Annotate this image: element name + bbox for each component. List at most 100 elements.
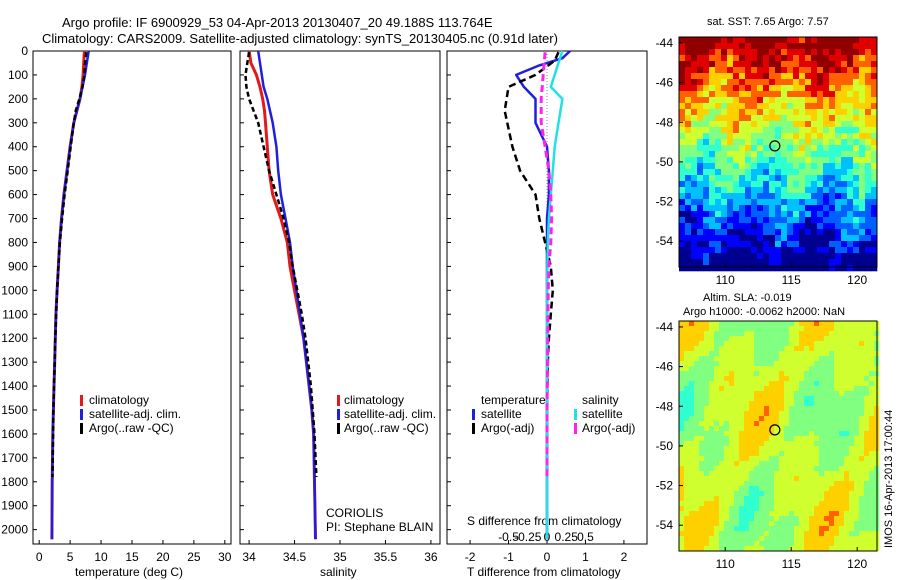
map-cell <box>769 486 775 492</box>
map-cell <box>679 67 686 74</box>
map-cell <box>799 366 805 372</box>
map-cell <box>739 431 745 437</box>
depth-tick-label: 600 <box>8 188 28 202</box>
map-cell <box>724 481 730 487</box>
map-cell <box>685 127 692 134</box>
map-cell <box>769 217 776 224</box>
map-cell <box>699 546 705 552</box>
s-difference-axis-label: S difference from climatology <box>467 514 622 528</box>
map-cell <box>679 115 686 122</box>
map-cell <box>823 229 830 236</box>
map-cell <box>864 326 870 332</box>
map-cell <box>724 456 730 462</box>
map-cell <box>859 181 866 188</box>
map-cell <box>819 376 825 382</box>
map-cell <box>793 157 800 164</box>
map-cell <box>715 97 722 104</box>
map-cell <box>804 361 810 367</box>
map-cell <box>769 55 776 62</box>
map-cell <box>734 346 740 352</box>
map-cell <box>769 341 775 347</box>
map-cell <box>704 391 710 397</box>
map-cell <box>679 376 685 382</box>
map-cell <box>869 501 875 507</box>
map-cell <box>865 223 872 230</box>
map-cell <box>775 259 782 266</box>
map-cell <box>704 411 710 417</box>
map-cell <box>733 259 740 266</box>
map-cell <box>679 536 685 542</box>
map-cell <box>729 326 735 332</box>
map-cell <box>721 91 728 98</box>
map-cell <box>829 235 836 242</box>
map-cell <box>869 401 875 407</box>
map-cell <box>691 67 698 74</box>
map-cell <box>859 205 866 212</box>
map-cell <box>774 451 780 457</box>
map-cell <box>781 187 788 194</box>
map-cell <box>794 521 800 527</box>
map-cell <box>744 366 750 372</box>
map-cell <box>804 371 810 377</box>
map-cell <box>817 121 824 128</box>
map-cell <box>814 341 820 347</box>
map-cell <box>789 416 795 422</box>
map-cell <box>784 511 790 517</box>
map-cell <box>779 356 785 362</box>
map-cell <box>779 411 785 417</box>
title-line1: Argo profile: IF 6900929_53 04-Apr-2013 … <box>62 15 493 30</box>
map-cell <box>804 321 810 327</box>
map-cell <box>703 43 710 50</box>
map-cell <box>754 381 760 387</box>
map-cell <box>697 187 704 194</box>
map-cell <box>794 346 800 352</box>
map-cell <box>794 361 800 367</box>
map-cell <box>684 526 690 532</box>
map-cell <box>865 259 872 266</box>
map-cell <box>793 37 800 44</box>
map-cell <box>787 133 794 140</box>
map-cell <box>779 331 785 337</box>
map-cell <box>794 476 800 482</box>
map-cell <box>774 476 780 482</box>
map-cell <box>763 67 770 74</box>
map-cell <box>809 411 815 417</box>
map-cell <box>751 223 758 230</box>
map-cell <box>789 456 795 462</box>
map-cell <box>769 169 776 176</box>
map-cell <box>854 411 860 417</box>
map-cell <box>685 97 692 104</box>
map-cell <box>759 351 765 357</box>
map-cell <box>721 229 728 236</box>
map-cell <box>844 331 850 337</box>
map-cell <box>823 163 830 170</box>
map-cell <box>697 163 704 170</box>
map-cell <box>754 536 760 542</box>
map-cell <box>794 376 800 382</box>
map-cell <box>699 541 705 547</box>
map-cell <box>804 476 810 482</box>
map-cell <box>739 157 746 164</box>
map-cell <box>859 127 866 134</box>
map-cell <box>764 406 770 412</box>
map-cell <box>779 351 785 357</box>
map-cell <box>823 175 830 182</box>
map-cell <box>729 351 735 357</box>
map-cell <box>799 541 805 547</box>
map-cell <box>805 67 812 74</box>
map-cell <box>834 481 840 487</box>
map-cell <box>775 205 782 212</box>
map-cell <box>759 331 765 337</box>
map-cell <box>774 446 780 452</box>
map-cell <box>757 259 764 266</box>
map-cell <box>853 259 860 266</box>
map-cell <box>864 401 870 407</box>
map-cell <box>844 326 850 332</box>
map-cell <box>804 326 810 332</box>
map-cell <box>781 85 788 92</box>
map-cell <box>844 416 850 422</box>
map-cell <box>697 247 704 254</box>
map-cell <box>709 336 715 342</box>
map-cell <box>854 416 860 422</box>
map-cell <box>871 121 878 128</box>
